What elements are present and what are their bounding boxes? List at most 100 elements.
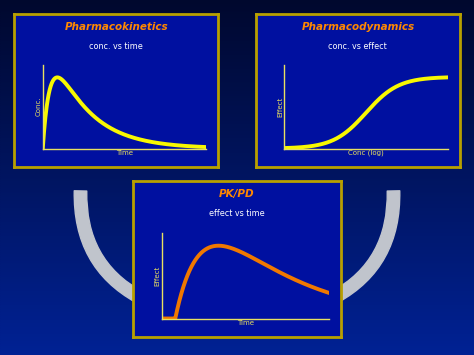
- Bar: [0, 135, 474, 137]
- Bar: [0, 169, 474, 170]
- Bar: [0, 304, 474, 305]
- Bar: [0, 80, 474, 82]
- Bar: [0, 225, 474, 227]
- Bar: [0, 183, 474, 185]
- Bar: [0, 268, 474, 270]
- Bar: [0, 55, 474, 57]
- Bar: [0, 7, 474, 9]
- Bar: [0, 353, 474, 355]
- Bar: [0, 264, 474, 266]
- Bar: [0, 87, 474, 89]
- Bar: [0, 202, 474, 204]
- Bar: [0, 137, 474, 138]
- Bar: [0, 334, 474, 335]
- Bar: [0, 117, 474, 119]
- Bar: [0, 337, 474, 339]
- Bar: [0, 14, 474, 16]
- Bar: [0, 197, 474, 199]
- Bar: [0, 323, 474, 325]
- Bar: [0, 32, 474, 34]
- Bar: [0, 243, 474, 245]
- Bar: [0, 188, 474, 190]
- Bar: [0, 296, 474, 298]
- Bar: [0, 318, 474, 320]
- Bar: [0, 144, 474, 146]
- Text: conc. vs effect: conc. vs effect: [328, 42, 387, 51]
- Bar: [0, 115, 474, 117]
- Bar: [0, 94, 474, 96]
- Bar: [0, 142, 474, 144]
- Bar: [0, 75, 474, 76]
- FancyArrowPatch shape: [74, 191, 154, 307]
- Bar: [0, 122, 474, 124]
- Bar: [0, 282, 474, 284]
- Bar: [0, 37, 474, 39]
- Bar: [0, 147, 474, 149]
- Bar: [0, 213, 474, 215]
- Bar: [0, 344, 474, 346]
- Bar: [0, 273, 474, 275]
- Bar: [0, 124, 474, 126]
- Bar: [0, 224, 474, 225]
- Bar: [0, 99, 474, 101]
- Bar: [0, 101, 474, 103]
- Bar: [0, 311, 474, 312]
- Bar: [0, 234, 474, 236]
- Bar: [0, 4, 474, 5]
- Bar: [0, 229, 474, 231]
- Bar: [0, 256, 474, 257]
- Y-axis label: Effect: Effect: [155, 266, 161, 286]
- Bar: [0, 289, 474, 291]
- Bar: [0, 231, 474, 233]
- Bar: [0, 222, 474, 224]
- Bar: [0, 186, 474, 188]
- Bar: [0, 106, 474, 108]
- Bar: [0, 146, 474, 147]
- Bar: [0, 44, 474, 46]
- Bar: [0, 27, 474, 28]
- Bar: [0, 261, 474, 263]
- Bar: [0, 199, 474, 201]
- Bar: [0, 170, 474, 172]
- Bar: [0, 98, 474, 99]
- Bar: [0, 174, 474, 176]
- Bar: [0, 110, 474, 112]
- Bar: [0, 162, 474, 163]
- Bar: [0, 314, 474, 316]
- Text: Pharmacokinetics: Pharmacokinetics: [64, 22, 168, 32]
- Bar: [0, 66, 474, 67]
- Bar: [0, 238, 474, 240]
- Bar: [0, 350, 474, 351]
- Bar: [0, 240, 474, 241]
- Bar: [0, 320, 474, 321]
- Bar: [0, 247, 474, 248]
- Bar: [0, 195, 474, 197]
- Bar: [0, 181, 474, 183]
- Bar: [0, 272, 474, 273]
- Bar: [0, 108, 474, 110]
- Bar: [0, 64, 474, 66]
- Bar: [0, 316, 474, 318]
- Bar: [0, 309, 474, 311]
- Bar: [0, 307, 474, 309]
- Bar: [0, 335, 474, 337]
- Bar: [0, 201, 474, 202]
- Bar: [0, 112, 474, 114]
- Bar: [0, 211, 474, 213]
- Bar: [0, 130, 474, 131]
- Bar: [0, 156, 474, 158]
- Bar: [0, 103, 474, 105]
- Bar: [0, 60, 474, 62]
- Bar: [0, 275, 474, 277]
- Bar: [0, 34, 474, 36]
- Bar: [0, 16, 474, 18]
- Bar: [0, 327, 474, 328]
- Bar: [0, 128, 474, 130]
- Bar: [0, 158, 474, 160]
- Bar: [0, 293, 474, 295]
- Bar: [0, 91, 474, 92]
- Bar: [0, 119, 474, 121]
- Bar: [0, 351, 474, 353]
- Bar: [0, 0, 474, 2]
- FancyArrowPatch shape: [320, 191, 400, 307]
